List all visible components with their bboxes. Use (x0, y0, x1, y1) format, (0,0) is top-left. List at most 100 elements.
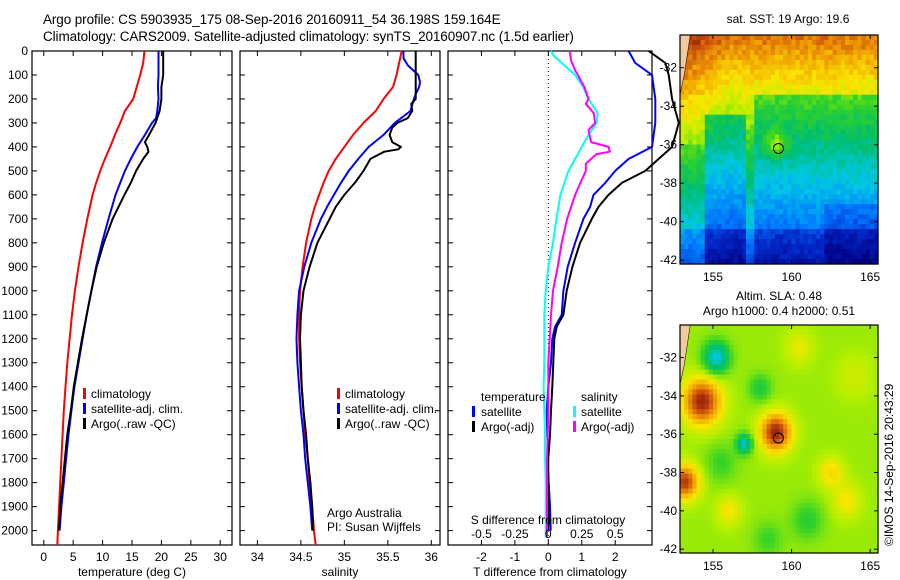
legend-entry: Argo(..raw -QC) (91, 417, 176, 431)
credit-argo-australia: Argo Australia (327, 506, 402, 520)
legend-swatch (337, 388, 340, 399)
depth-tick-label: 0 (21, 44, 28, 58)
depth-tick-label: 1700 (1, 452, 28, 466)
temperature-tick-label: 20 (155, 550, 169, 564)
land (680, 325, 690, 383)
lat-tick-label: -34 (660, 389, 678, 403)
lon-tick-label: 155 (703, 270, 723, 284)
legend-swatch (472, 406, 475, 417)
depth-tick-label: 800 (8, 236, 28, 250)
legend-swatch (472, 421, 475, 432)
lat-tick-label: -42 (660, 253, 678, 267)
lat-tick-label: -40 (660, 504, 678, 518)
s-diff-tick-label: 0.25 (570, 527, 594, 541)
legend-entry: climatology (91, 387, 151, 401)
salinity-satellite-line (295, 51, 421, 531)
sst-map (679, 34, 879, 265)
legend-entry: satellite-adj. clim. (91, 402, 183, 416)
s-diff-tick-label: -0.25 (501, 527, 529, 541)
sst-map-frame (679, 34, 879, 265)
legend-entry: satellite (581, 405, 622, 419)
land (680, 35, 690, 93)
s-diff-argo-line (546, 50, 611, 538)
temperature-profile-frame (31, 50, 233, 546)
depth-tick-label: 1500 (1, 404, 28, 418)
s-diff-axis-label: S difference from climatology (471, 513, 626, 527)
temperature-tick-label: 0 (40, 550, 47, 564)
legend-swatch (83, 388, 86, 399)
depth-tick-label: 1300 (1, 356, 28, 370)
legend-swatch (573, 406, 576, 417)
t-diff-tick-label: -1 (510, 550, 521, 564)
legend-entry: satellite-adj. clim. (345, 402, 437, 416)
legend-entry: Argo(-adj) (581, 420, 634, 434)
legend-entry: Argo(..raw -QC) (345, 417, 430, 431)
salinity-argo-line (299, 51, 417, 531)
lat-tick-label: -32 (660, 61, 678, 75)
legend-salinity-header: salinity (581, 390, 618, 404)
title-line-2: Climatology: CARS2009. Satellite-adjuste… (43, 29, 574, 44)
salinity-profile-frame (239, 50, 441, 546)
depth-tick-label: 100 (8, 68, 28, 82)
legend-entry: satellite (481, 405, 522, 419)
title-line-1: Argo profile: CS 5903935_175 08-Sep-2016… (43, 12, 501, 27)
lat-tick-label: -36 (660, 138, 678, 152)
temperature-tick-label: 30 (214, 550, 228, 564)
t-diff-argo-line (546, 50, 680, 531)
lon-tick-label: 160 (782, 559, 802, 573)
t-diff-axis-label: T difference from climatology (473, 565, 627, 579)
depth-tick-label: 1900 (1, 500, 28, 514)
salinity-tick-label: 36 (425, 550, 439, 564)
lat-tick-label: -38 (660, 466, 678, 480)
credit-pi: PI: Susan Wijffels (327, 520, 421, 534)
t-diff-tick-label: 1 (578, 550, 585, 564)
legend-swatch (573, 421, 576, 432)
depth-tick-label: 400 (8, 140, 28, 154)
legend-swatch (337, 418, 340, 429)
salinity-tick-label: 35 (338, 550, 352, 564)
salinity-profile-panel (239, 50, 441, 546)
s-diff-tick-label: 0.5 (607, 527, 624, 541)
lon-tick-label: 160 (782, 270, 802, 284)
depth-tick-label: 1400 (1, 380, 28, 394)
temperature-tick-label: 5 (70, 550, 77, 564)
temperature-tick-label: 10 (96, 550, 110, 564)
depth-tick-label: 1000 (1, 284, 28, 298)
sla-map-subtitle: Argo h1000: 0.4 h2000: 0.51 (703, 304, 855, 318)
depth-tick-label: 300 (8, 116, 28, 130)
legend-entry: Argo(-adj) (481, 420, 534, 434)
depth-tick-label: 1600 (1, 428, 28, 442)
sla-map (679, 324, 879, 554)
legend-swatch (83, 418, 86, 429)
depth-tick-label: 600 (8, 188, 28, 202)
depth-tick-label: 900 (8, 260, 28, 274)
temperature-axis-label: temperature (deg C) (78, 565, 186, 579)
legend-temperature-header: temperature (481, 390, 546, 404)
imos-timestamp: ©IMOS 14-Sep-2016 20:43:29 (882, 383, 896, 546)
depth-tick-label: 1800 (1, 476, 28, 490)
lon-tick-label: 165 (860, 559, 880, 573)
depth-tick-label: 500 (8, 164, 28, 178)
t-diff-tick-label: 2 (612, 550, 619, 564)
difference-profile-panel (447, 50, 680, 546)
t-diff-tick-label: -2 (476, 550, 487, 564)
temperature-argo-line (58, 51, 165, 531)
difference-profile-frame (447, 50, 653, 546)
lat-tick-label: -40 (660, 215, 678, 229)
lat-tick-label: -34 (660, 99, 678, 113)
temperature-tick-label: 25 (184, 550, 198, 564)
sla-map-frame (679, 324, 879, 554)
s-diff-tick-label: -0.5 (471, 527, 492, 541)
salinity-axis-label: salinity (322, 565, 359, 579)
lat-tick-label: -38 (660, 176, 678, 190)
salinity-tick-label: 34.5 (289, 550, 313, 564)
lat-tick-label: -42 (660, 542, 678, 556)
depth-tick-label: 1100 (2, 308, 28, 322)
legend-entry: climatology (345, 387, 405, 401)
temperature-climatology-line (56, 50, 146, 546)
salinity-tick-label: 34 (251, 550, 265, 564)
argo-float-marker (772, 432, 784, 444)
sst-map-title: sat. SST: 19 Argo: 19.6 (727, 12, 850, 26)
lat-tick-label: -36 (660, 427, 678, 441)
